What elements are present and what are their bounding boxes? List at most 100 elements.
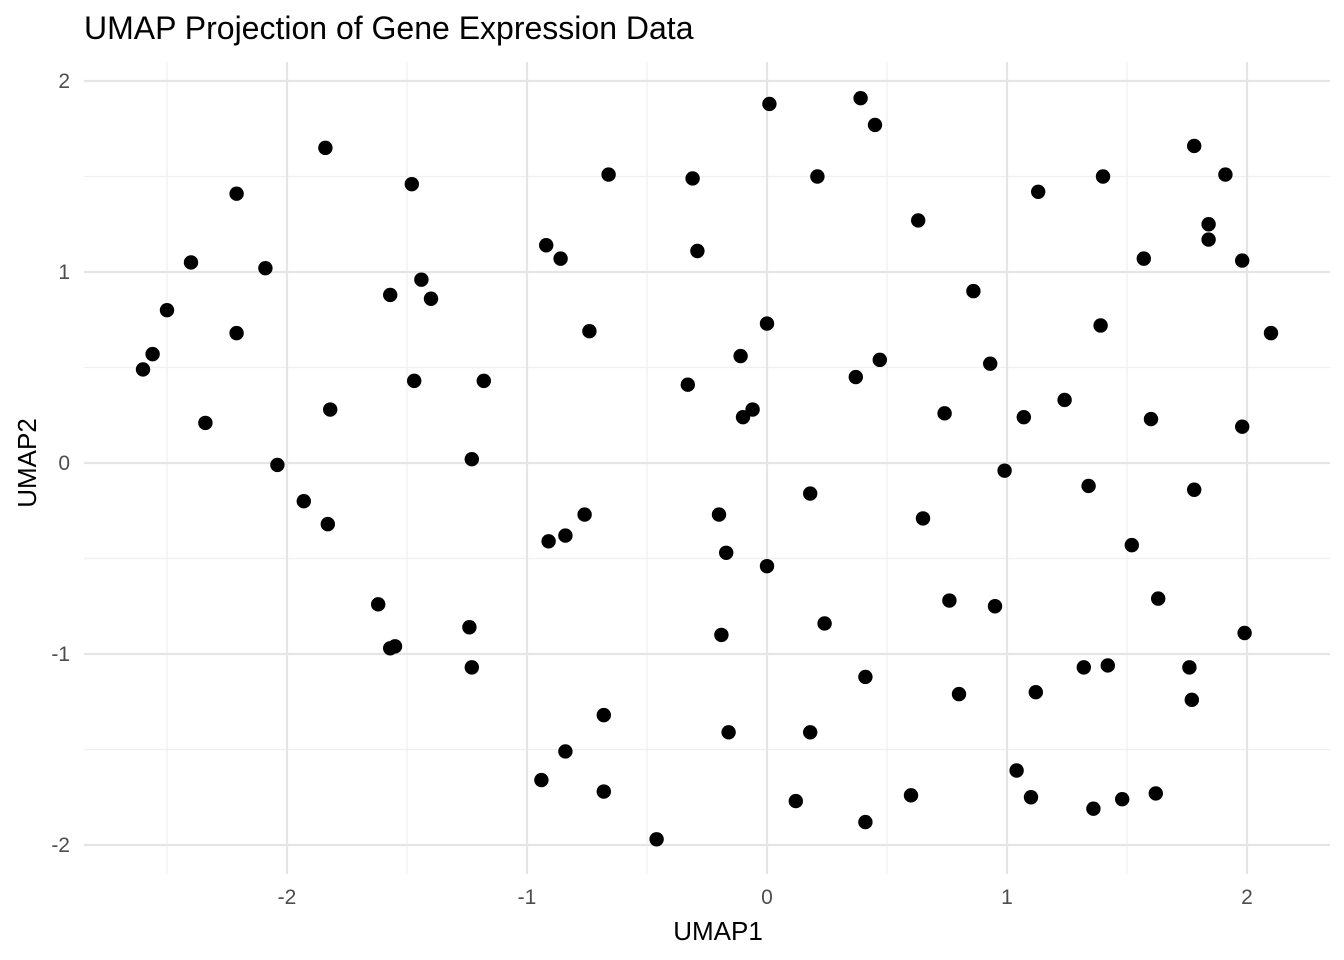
data-point <box>649 832 664 847</box>
data-point <box>690 243 705 259</box>
data-point <box>680 377 695 392</box>
data-point <box>711 507 727 522</box>
data-point <box>464 451 479 467</box>
data-point <box>867 117 883 133</box>
data-point <box>582 324 597 339</box>
data-point <box>462 620 477 635</box>
data-point <box>903 788 919 803</box>
data-point <box>872 352 887 368</box>
data-point <box>229 325 244 341</box>
y-tick-label: 2 <box>58 70 70 93</box>
x-tick-label: -1 <box>518 886 537 909</box>
data-point <box>817 616 832 631</box>
data-point <box>1235 419 1250 434</box>
data-point <box>476 373 491 389</box>
data-point <box>1081 478 1096 494</box>
data-point <box>719 545 734 560</box>
data-point <box>1143 411 1159 427</box>
data-point <box>858 814 873 830</box>
data-points <box>135 90 1279 847</box>
data-point <box>966 283 981 299</box>
data-point <box>601 167 616 182</box>
data-point <box>685 171 700 186</box>
x-tick-label: 0 <box>761 886 773 909</box>
data-point <box>1086 801 1101 816</box>
data-point <box>721 725 736 740</box>
data-point <box>803 486 818 501</box>
data-point <box>383 287 398 303</box>
data-point <box>258 260 273 276</box>
x-axis-tick-labels: -2 -1 0 1 2 <box>278 886 1253 909</box>
data-point <box>1100 658 1116 673</box>
data-point <box>1093 318 1108 333</box>
data-point <box>596 707 611 723</box>
data-point <box>296 494 311 509</box>
data-point <box>759 558 775 574</box>
data-point <box>145 346 160 362</box>
y-tick-label: -1 <box>51 643 70 666</box>
x-axis-title: UMAP1 <box>673 916 763 946</box>
data-point <box>1016 409 1031 425</box>
data-point <box>1023 790 1039 805</box>
data-point <box>1235 253 1250 268</box>
data-point <box>762 96 777 112</box>
data-point <box>534 772 549 788</box>
data-point <box>745 402 760 417</box>
data-point <box>404 176 419 192</box>
data-point <box>553 251 568 266</box>
y-tick-label: 0 <box>58 452 70 475</box>
y-tick-label: -2 <box>51 834 70 857</box>
data-point <box>577 507 592 522</box>
data-point <box>1031 184 1046 199</box>
chart-title: UMAP Projection of Gene Expression Data <box>84 10 694 46</box>
data-point <box>387 639 403 654</box>
data-point <box>853 90 868 106</box>
data-point <box>915 511 931 526</box>
data-point <box>1095 169 1111 184</box>
x-tick-label: 1 <box>1001 886 1013 909</box>
data-point <box>733 348 748 364</box>
x-tick-label: -2 <box>278 886 297 909</box>
data-point <box>539 238 554 253</box>
data-point <box>1218 167 1233 182</box>
data-point <box>558 528 573 543</box>
data-point <box>1201 217 1216 232</box>
data-point <box>423 291 439 306</box>
data-point <box>1115 791 1130 807</box>
data-point <box>937 406 952 421</box>
data-point <box>1182 660 1197 675</box>
data-point <box>270 457 285 473</box>
data-point <box>788 793 803 809</box>
data-point <box>1028 685 1044 700</box>
data-point <box>183 255 199 270</box>
data-point <box>323 402 338 417</box>
data-point <box>803 725 818 740</box>
data-point <box>810 169 825 184</box>
data-point <box>1187 482 1202 497</box>
data-point <box>983 356 998 371</box>
data-point <box>541 534 556 549</box>
data-point <box>1136 251 1152 266</box>
data-point <box>1076 660 1092 675</box>
data-point <box>1124 537 1140 553</box>
data-point <box>558 744 573 759</box>
data-point <box>759 316 775 331</box>
data-point <box>848 369 863 385</box>
data-point <box>987 599 1003 614</box>
data-point <box>1263 325 1279 341</box>
data-point <box>1151 591 1166 606</box>
data-point <box>1187 138 1202 154</box>
data-point <box>714 627 729 643</box>
data-point <box>735 409 751 425</box>
y-axis-title: UMAP2 <box>12 418 42 508</box>
y-tick-label: 1 <box>58 261 70 284</box>
data-point <box>135 362 151 377</box>
data-point <box>596 784 611 799</box>
data-point <box>1184 692 1200 708</box>
data-point <box>1057 392 1072 408</box>
data-point <box>1201 232 1216 247</box>
data-point <box>951 686 967 702</box>
data-point <box>414 272 429 287</box>
